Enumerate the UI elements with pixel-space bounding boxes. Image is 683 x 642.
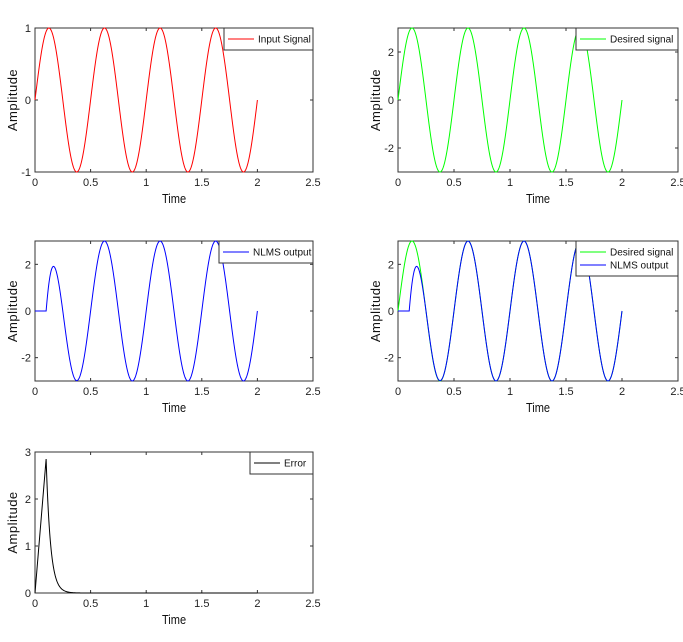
y-tick-label: 2 [388,47,394,59]
x-tick-label: 1.5 [194,177,209,189]
x-tick-label: 1 [143,386,149,398]
y-axis-label: Amplitude [5,280,20,342]
y-axis-label: Amplitude [5,491,20,553]
y-axis-label: Amplitude [5,69,20,131]
legend: Input Signal [223,27,314,51]
x-tick-label: 0.5 [446,386,461,398]
y-tick-label: -2 [384,353,394,365]
x-tick-label: 0.5 [83,177,98,189]
x-tick-label: 1.5 [558,386,573,398]
x-axis-label: Time [162,191,186,206]
axes-box [34,451,314,594]
x-tick-label: 2 [254,386,260,398]
x-axis-label: Time [162,400,186,415]
x-tick-label: 2.5 [670,177,683,189]
y-tick-label: -1 [21,167,31,179]
legend-label: Desired signal [610,35,673,46]
legend-label: NLMS output [610,261,669,272]
x-tick-label: 0 [32,177,38,189]
chart-3: 0 0.5 1 1.5 2 2.5 -2 0 2 Time Amplitude NLMS output [5,240,321,415]
y-tick-label: 0 [25,306,31,318]
x-tick-label: 2 [254,177,260,189]
y-tick-label: 0 [388,95,394,107]
legend-box [575,240,679,277]
series-line-1 [34,459,258,594]
x-tick-label: 0 [395,386,401,398]
x-tick-label: 0 [395,177,401,189]
legend-label: Error [284,459,307,470]
x-tick-label: 0.5 [83,598,98,610]
legend: Error [249,451,314,475]
x-tick-label: 2 [254,598,260,610]
y-tick-label: -2 [21,353,31,365]
x-tick-label: 2 [619,177,625,189]
legend-box [575,27,679,51]
y-axis-label: Amplitude [368,69,383,131]
chart-5: 0 0.5 1 1.5 2 2.5 0 1 2 3 Time Amplitude Error [5,447,321,627]
y-tick-label: 0 [388,306,394,318]
y-tick-label: 2 [388,259,394,271]
y-tick-label: 2 [25,494,31,506]
legend-label: Input Signal [258,35,311,46]
x-tick-label: 1 [507,386,513,398]
legend: Desired signal NLMS output [575,240,679,277]
legend-box [249,451,314,475]
legend: Desired signal [575,27,679,51]
x-tick-label: 2.5 [305,598,320,610]
chart-2: 0 0.5 1 1.5 2 2.5 -2 0 2 Time Amplitude Desired sig… [368,27,683,206]
y-tick-label: 0 [25,588,31,600]
x-axis-label: Time [162,612,186,627]
legend-box [218,240,314,264]
y-tick-label: 0 [25,95,31,107]
legend-box [223,27,314,51]
y-tick-label: 3 [25,447,31,459]
x-tick-label: 1 [143,177,149,189]
legend-label: Desired signal [610,248,673,259]
x-tick-label: 1.5 [194,598,209,610]
x-tick-label: 1 [143,598,149,610]
legend-label: NLMS output [253,248,312,259]
x-tick-label: 0.5 [446,177,461,189]
x-tick-label: 2 [619,386,625,398]
x-tick-label: 0.5 [83,386,98,398]
y-tick-label: 1 [25,23,31,35]
x-tick-label: 0 [32,386,38,398]
x-tick-label: 2.5 [305,386,320,398]
x-tick-label: 1.5 [194,386,209,398]
series-line-1 [34,27,258,173]
x-tick-label: 1 [507,177,513,189]
x-tick-label: 1.5 [558,177,573,189]
y-tick-label: 1 [25,541,31,553]
x-axis-label: Time [526,191,550,206]
x-tick-label: 2.5 [670,386,683,398]
chart-4: 0 0.5 1 1.5 2 2.5 -2 0 2 Time Amplitude Desired sig… [368,240,683,415]
x-axis-label: Time [526,400,550,415]
x-tick-label: 0 [32,598,38,610]
y-tick-label: 2 [25,259,31,271]
legend: NLMS output [218,240,314,264]
x-tick-label: 2.5 [305,177,320,189]
y-axis-label: Amplitude [368,280,383,342]
y-tick-label: -2 [384,143,394,155]
